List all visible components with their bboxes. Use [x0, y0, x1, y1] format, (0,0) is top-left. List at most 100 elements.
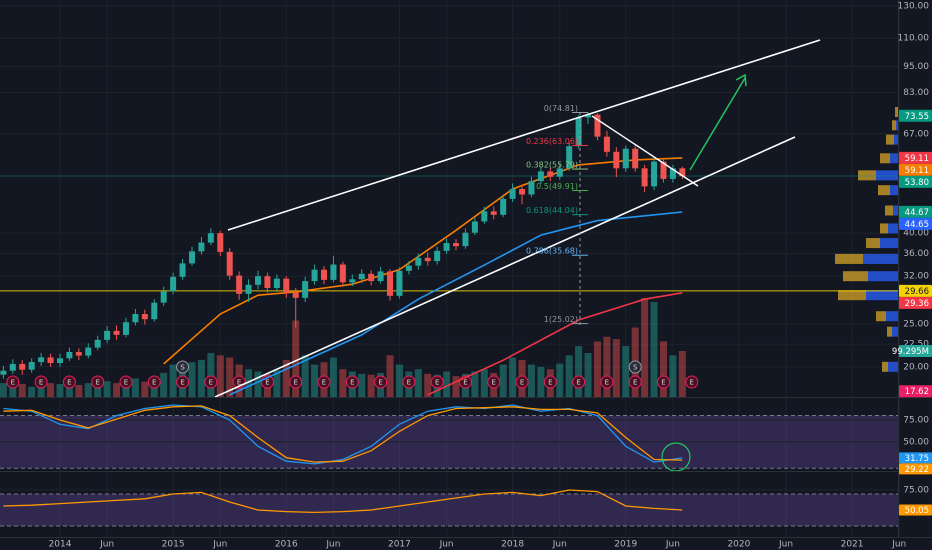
profile-down [838, 290, 866, 301]
volume-bar [641, 297, 649, 397]
profile-down [892, 120, 896, 131]
price-badge [899, 284, 932, 297]
event-label: E [67, 379, 71, 387]
candle-body [226, 251, 233, 276]
candle-body [273, 278, 280, 289]
volume-bar [56, 384, 64, 397]
volume-bar [28, 386, 36, 397]
volume-bar [292, 320, 300, 397]
profile-down [895, 107, 898, 118]
profile-up [893, 205, 898, 216]
candle-body [415, 257, 422, 266]
volume-bar [358, 373, 366, 397]
profile-down [882, 361, 888, 372]
volume-bar [131, 378, 139, 397]
volume-bar [509, 357, 517, 397]
volume-bar [499, 364, 507, 397]
volume-bar [593, 341, 601, 397]
candle-body [207, 233, 214, 243]
volume-bar [556, 363, 564, 397]
profile-up [863, 253, 898, 264]
candle-body [405, 265, 412, 271]
trend-line [214, 136, 796, 397]
candle-body [575, 117, 582, 147]
candle-body [537, 171, 544, 182]
fib-label: 1(25.02) [544, 315, 578, 324]
candle-body [509, 189, 516, 199]
x-tick-label: 2014 [49, 540, 72, 550]
event-label: E [237, 379, 241, 387]
candle-body [594, 114, 601, 137]
event-label: E [605, 379, 609, 387]
fib-label: 0.5(49.91) [536, 182, 578, 191]
price-badge-label: 73.55 [905, 112, 929, 122]
candle-body [519, 189, 526, 195]
volume-bar [301, 355, 309, 397]
volume-bar [245, 369, 253, 397]
price-badge [899, 163, 932, 176]
candle-body [188, 251, 195, 264]
y-tick-label: 50.00 [903, 437, 929, 447]
candle-body [471, 221, 478, 233]
candle-body [330, 264, 337, 280]
oscillator-line [3, 404, 683, 465]
volume-bar [0, 383, 7, 397]
event-marker [656, 375, 670, 389]
candle-body [481, 211, 488, 222]
profile-up [868, 271, 898, 282]
profile-up [894, 134, 898, 145]
candle-body [38, 357, 45, 363]
x-tick-label: Jun [212, 540, 227, 550]
event-marker [572, 375, 586, 389]
candle-body [170, 276, 177, 292]
volume-bar [452, 376, 460, 397]
price-badge [899, 296, 932, 309]
oscillator-line [3, 489, 683, 514]
y-tick-label: 67.00 [903, 129, 929, 139]
event-label: E [180, 379, 184, 387]
x-tick-label: Jun [891, 540, 906, 550]
event-label: S [180, 364, 185, 372]
volume-bar [122, 380, 130, 397]
x-tick-label: Jun [325, 540, 340, 550]
profile-down [858, 170, 876, 181]
volume-bar [471, 371, 479, 397]
rsi-panel [0, 489, 898, 527]
x-tick-label: Jun [552, 540, 567, 550]
volume-bar [226, 357, 234, 397]
event-marker [317, 375, 331, 389]
volume-bar [480, 369, 488, 397]
profile-down [835, 253, 863, 264]
y-tick-label: 130.00 [898, 1, 930, 11]
event-marker [345, 375, 359, 389]
event-marker [6, 375, 20, 389]
event-label: E [322, 379, 326, 387]
candle-body [122, 322, 129, 335]
moving-average [229, 211, 683, 396]
y-tick-label: 22.50 [903, 340, 929, 350]
price-badge-label: 29.66 [905, 287, 929, 297]
y-tick-label: 20.00 [903, 362, 929, 372]
x-tick-label: 2017 [388, 540, 411, 550]
volume-bar [622, 346, 630, 397]
candle-body [424, 257, 431, 262]
x-tick-label: 2015 [162, 540, 185, 550]
candle-body [585, 114, 592, 118]
volume-bar [443, 371, 451, 397]
candle-body [462, 232, 469, 247]
y-tick-label: 40.00 [903, 229, 929, 239]
candle-body [198, 242, 205, 252]
candle-body [292, 292, 299, 298]
volume-bar [565, 355, 573, 397]
event-label: E [39, 379, 43, 387]
candle-body [245, 284, 252, 294]
event-label: E [435, 379, 439, 387]
value-badge [899, 504, 932, 516]
candle-body [28, 362, 35, 370]
candle-body [47, 357, 54, 363]
y-tick-label: 110.00 [898, 34, 930, 44]
event-marker [119, 375, 133, 389]
candle-body [19, 363, 26, 370]
event-marker [685, 375, 699, 389]
candle-body [547, 171, 554, 177]
